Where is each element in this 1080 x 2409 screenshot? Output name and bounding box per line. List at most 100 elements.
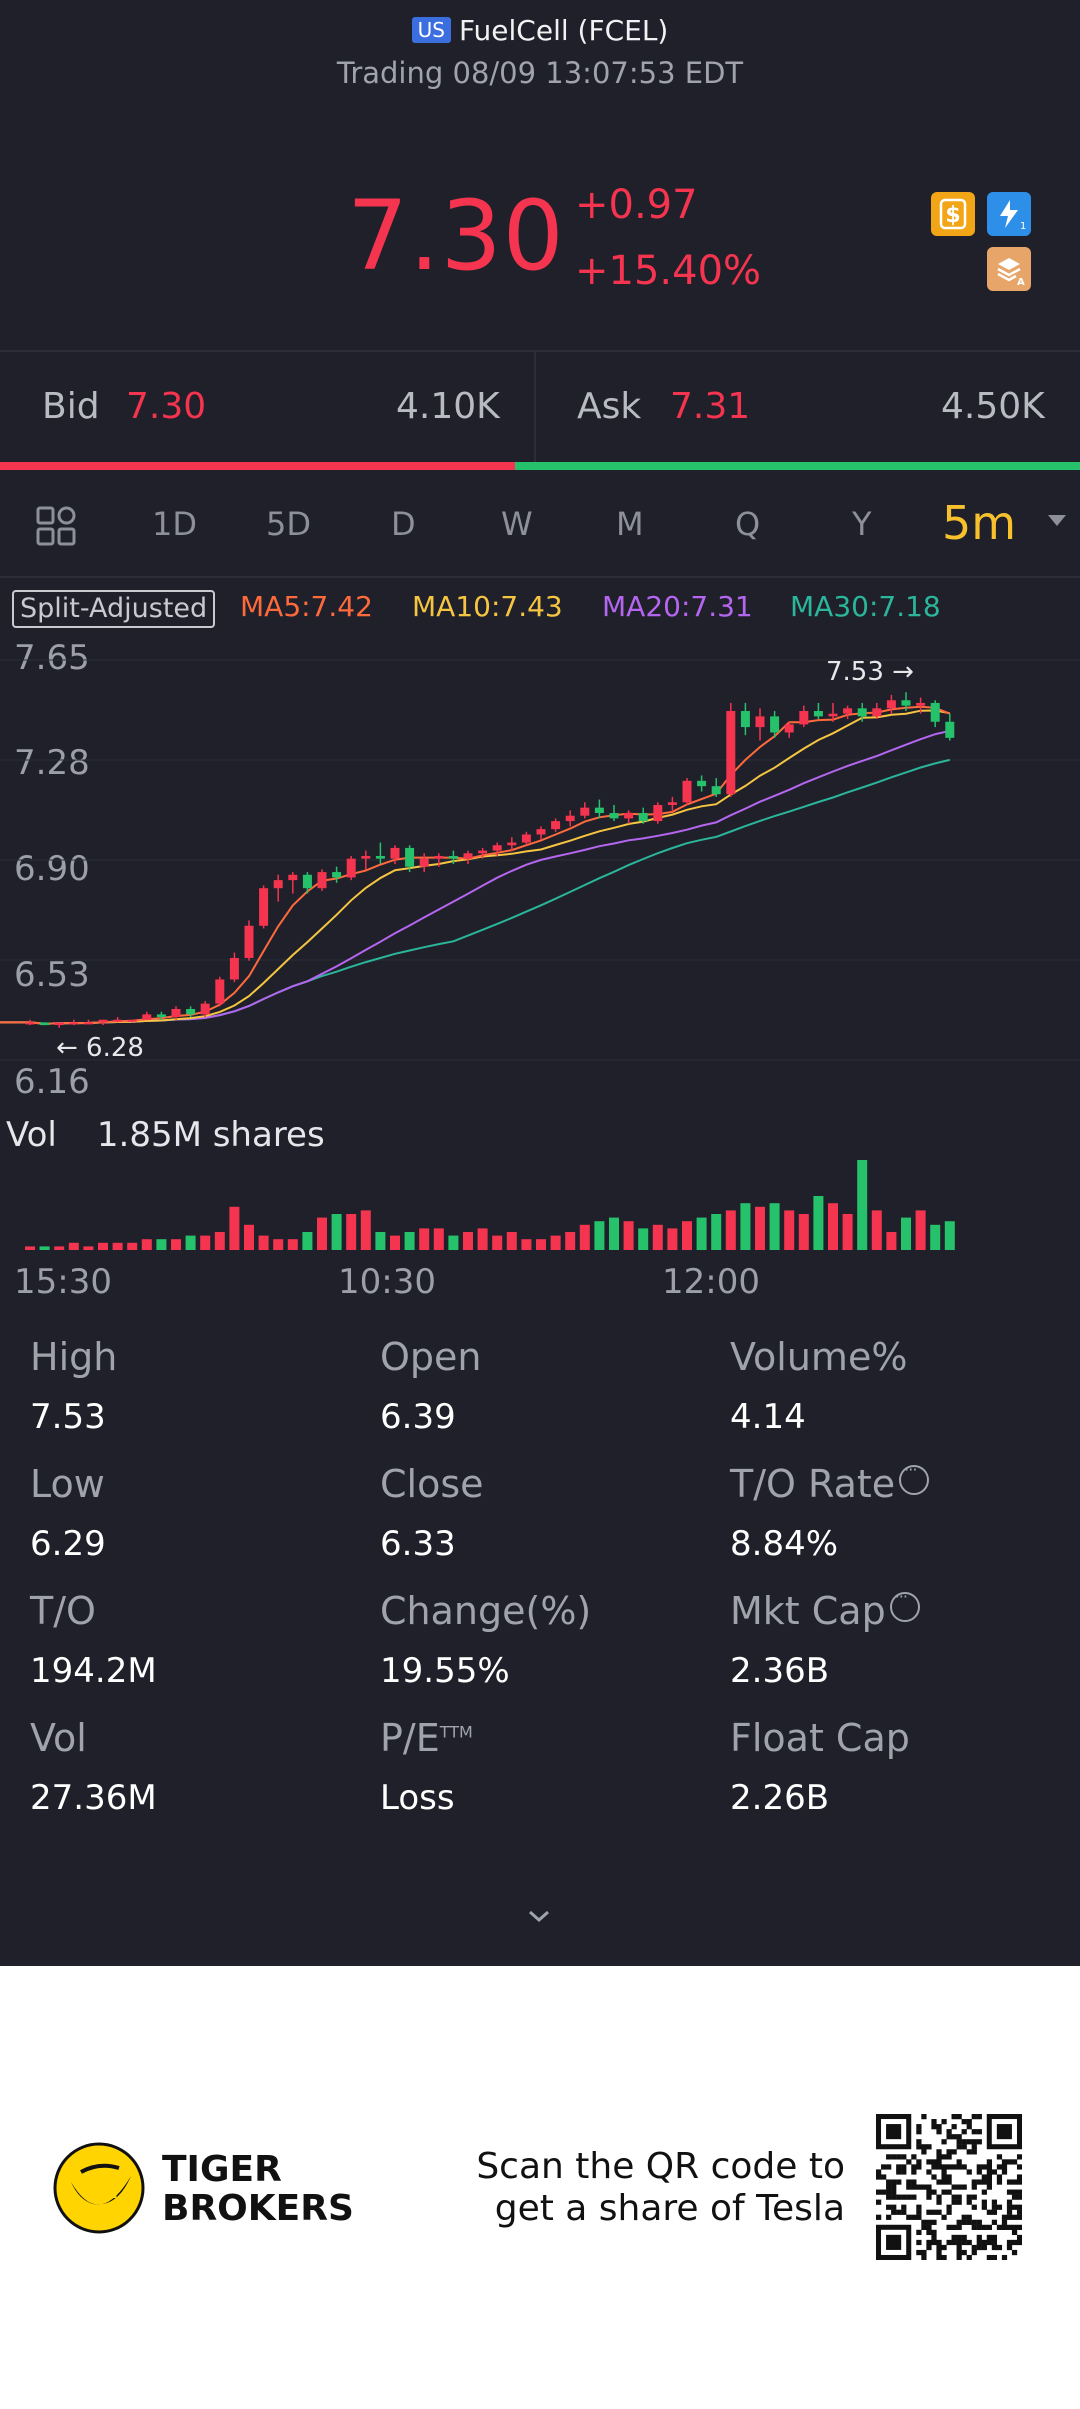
qr-code[interactable] [876, 2114, 1022, 2260]
stat-value-open: 6.39 [380, 1397, 456, 1437]
bid-ask-divider [534, 352, 536, 462]
volume-bar [433, 1228, 444, 1250]
ma30-label: MA30:7.18 [790, 590, 941, 623]
candle [288, 872, 298, 894]
stat-value-p-e: Loss [380, 1778, 455, 1818]
volume-bar [725, 1210, 736, 1250]
volume-bar [68, 1242, 79, 1250]
info-icon[interactable] [899, 1460, 930, 1495]
tab-5d[interactable]: 5D [266, 505, 311, 543]
volume-bar [127, 1242, 138, 1250]
candle [653, 802, 663, 824]
volume-bar [828, 1203, 838, 1250]
tab-quarter[interactable]: Q [735, 505, 761, 543]
volume-bar [682, 1221, 692, 1250]
chart-layout-icon[interactable] [36, 506, 76, 546]
split-adjusted-toggle[interactable]: Split-Adjusted [12, 590, 216, 628]
candle [492, 842, 502, 856]
volume-bar [798, 1214, 809, 1250]
candle [828, 702, 838, 722]
candle [98, 1019, 108, 1026]
stat-label-low: Low [30, 1462, 105, 1506]
volume-bar [54, 1246, 65, 1250]
volume-bar [185, 1235, 196, 1250]
volume-bar [857, 1160, 868, 1250]
candle [40, 1022, 50, 1026]
volume-bar [930, 1224, 941, 1250]
candle [886, 694, 896, 714]
candle [580, 802, 590, 819]
stat-label-high: High [30, 1335, 117, 1379]
volume-bar [156, 1239, 167, 1250]
period-tabs [0, 470, 1080, 578]
candle [273, 874, 283, 902]
volume-bar [871, 1210, 882, 1250]
info-icon[interactable] [889, 1587, 920, 1622]
tab-week[interactable]: W [501, 505, 533, 543]
volume-bar [901, 1217, 911, 1250]
stat-label-text: T/O [30, 1589, 96, 1633]
volume-bar [448, 1235, 459, 1250]
volume-bar [331, 1214, 342, 1250]
ma20-label: MA20:7.31 [602, 590, 753, 623]
promo-line1: Scan the QR code to [476, 2146, 845, 2187]
volume-bar [886, 1232, 897, 1250]
volume-bar [258, 1235, 269, 1250]
stat-label-text: Change(%) [380, 1589, 592, 1633]
bid-ratio-bar [0, 462, 515, 470]
price-chart[interactable]: 7.53 → ← 6.28 [0, 650, 1080, 1110]
expand-chevron-icon[interactable] [528, 1905, 550, 1927]
svg-text:1: 1 [1020, 221, 1026, 231]
volume-bar [755, 1206, 765, 1250]
tab-1d[interactable]: 1D [152, 505, 197, 543]
volume-bar [244, 1224, 254, 1250]
stat-label-text: Volume% [730, 1335, 908, 1379]
stock-name: FuelCell (FCEL) [458, 14, 669, 47]
lightning-icon[interactable]: 1 [987, 192, 1031, 236]
volume-bar [83, 1246, 94, 1250]
candle [726, 702, 736, 797]
chevron-down-icon[interactable] [1048, 515, 1066, 526]
volume-bar [273, 1239, 284, 1250]
volume-bar [25, 1246, 35, 1250]
volume-bar [696, 1217, 707, 1250]
tab-day[interactable]: D [391, 505, 416, 543]
stat-label-p-e: P/ETTM [380, 1716, 473, 1760]
tab-month[interactable]: M [616, 505, 644, 543]
ma5-line [0, 705, 951, 1025]
candle [244, 920, 254, 961]
price-change: +0.97 [575, 182, 698, 228]
tiger-logo-icon [53, 2142, 145, 2234]
dollar-icon[interactable]: $ [931, 192, 975, 236]
volume-bar [360, 1210, 371, 1250]
stat-value-float-cap: 2.26B [730, 1778, 830, 1818]
volume-bar [492, 1235, 503, 1250]
candle [901, 692, 911, 712]
tab-year[interactable]: Y [852, 505, 872, 543]
svg-text:A: A [1017, 277, 1025, 286]
bid-ask-panel [0, 350, 1080, 466]
ask-label: Ask [577, 386, 642, 427]
tab-5m-active[interactable]: 5m [942, 496, 1017, 550]
stack-icon[interactable]: A [987, 247, 1031, 291]
candle [697, 775, 707, 792]
stat-label-volume: Volume% [730, 1335, 907, 1379]
stat-label-text: P/E [380, 1716, 440, 1760]
volume-bar [346, 1214, 357, 1250]
candle [843, 705, 853, 720]
candle [302, 872, 312, 894]
volume-bar [171, 1239, 181, 1250]
trading-status: Trading 08/09 13:07:53 EDT [336, 56, 744, 90]
volume-bar [579, 1224, 590, 1250]
ma5-label: MA5:7.42 [240, 590, 373, 623]
stat-label-text: T/O Rate [730, 1462, 896, 1506]
volume-bar [711, 1214, 722, 1250]
candle [784, 721, 794, 738]
volume-chart [25, 1160, 955, 1250]
stat-label-t-o: T/O [30, 1589, 96, 1633]
stat-value-vol: 27.36M [30, 1778, 157, 1818]
volume-bar [477, 1228, 488, 1250]
candle [186, 1006, 196, 1018]
promo-footer: TIGER BROKERS Scan the QR code to get a … [0, 1966, 1080, 2409]
stat-value-low: 6.29 [30, 1524, 106, 1564]
